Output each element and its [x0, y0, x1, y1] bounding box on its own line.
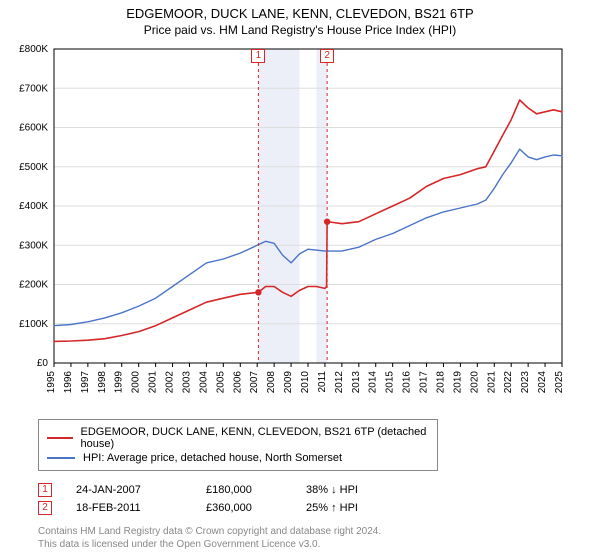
event-delta: 25% ↑ HPI — [306, 502, 426, 514]
event-row: 2 18-FEB-2011£360,00025% ↑ HPI — [38, 501, 592, 515]
event-row-marker: 2 — [38, 501, 52, 515]
chart-container: EDGEMOOR, DUCK LANE, KENN, CLEVEDON, BS2… — [0, 0, 600, 560]
footnote-line: This data is licensed under the Open Gov… — [38, 538, 592, 551]
event-date: 18-FEB-2011 — [76, 502, 206, 514]
legend-swatch — [47, 457, 75, 459]
event-date: 24-JAN-2007 — [76, 484, 206, 496]
legend-row: HPI: Average price, detached house, Nort… — [47, 452, 429, 464]
chart-subtitle: Price paid vs. HM Land Registry's House … — [8, 23, 592, 37]
event-table: 1 24-JAN-2007£180,00038% ↓ HPI 2 18-FEB-201… — [38, 479, 592, 519]
footnote-line: Contains HM Land Registry data © Crown c… — [38, 525, 592, 538]
event-delta: 38% ↓ HPI — [306, 484, 426, 496]
event-row: 1 24-JAN-2007£180,00038% ↓ HPI — [38, 483, 592, 497]
event-price: £360,000 — [206, 502, 306, 514]
chart-overlay: 12 — [8, 43, 568, 403]
chart-title: EDGEMOOR, DUCK LANE, KENN, CLEVEDON, BS2… — [8, 6, 592, 21]
event-row-marker: 1 — [38, 483, 52, 497]
legend-swatch — [47, 437, 73, 439]
legend-label: HPI: Average price, detached house, Nort… — [83, 452, 342, 464]
event-price: £180,000 — [206, 484, 306, 496]
event-marker-box: 2 — [320, 49, 334, 63]
footnote: Contains HM Land Registry data © Crown c… — [38, 525, 592, 551]
chart-area: £0£100K£200K£300K£400K£500K£600K£700K£80… — [8, 43, 592, 413]
legend-row: EDGEMOOR, DUCK LANE, KENN, CLEVEDON, BS2… — [47, 426, 429, 450]
legend-label: EDGEMOOR, DUCK LANE, KENN, CLEVEDON, BS2… — [81, 426, 429, 450]
event-marker-box: 1 — [251, 49, 265, 63]
legend: EDGEMOOR, DUCK LANE, KENN, CLEVEDON, BS2… — [38, 419, 438, 471]
